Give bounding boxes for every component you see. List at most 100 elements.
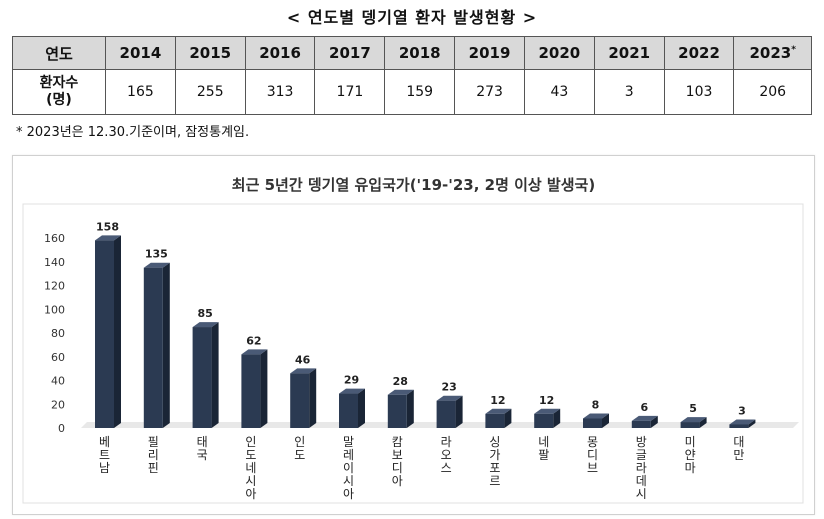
count-row: 환자수 (명) 165 255 313 171 159 273 43 3 103 … [12, 69, 812, 115]
y-tick-label: 40 [51, 375, 65, 388]
chart-title: 최근 5년간 뎅기열 유입국가('19-'23, 2명 이상 발생국) [231, 176, 596, 194]
year-cell: 2020 [523, 36, 595, 70]
x-category-char: 디 [587, 448, 598, 462]
y-tick-label: 140 [44, 256, 65, 269]
year-cell-text: 2023 [749, 44, 792, 62]
bar-side [211, 322, 219, 428]
year-cell: 2014 [105, 36, 176, 70]
x-category-char: 시 [636, 487, 647, 501]
bar-value-label: 62 [246, 334, 261, 347]
bar [534, 413, 554, 428]
count-cell: 103 [663, 69, 735, 115]
x-category-char: 태 [197, 435, 208, 449]
bar [631, 420, 651, 428]
x-category-char: 필 [148, 435, 159, 449]
year-cell: 2015 [174, 36, 246, 70]
bar-value-label: 158 [96, 220, 119, 233]
bar [95, 240, 114, 428]
bar [339, 393, 358, 428]
x-category-char: 인 [245, 435, 256, 449]
bar-top [241, 349, 268, 355]
bar-top [95, 235, 121, 241]
bar [680, 422, 700, 428]
bar-side [406, 389, 414, 428]
bar [583, 418, 602, 428]
count-row-label: 환자수 (명) [12, 69, 106, 115]
y-tick-label: 20 [51, 398, 65, 411]
x-category-char: 대 [733, 435, 744, 449]
year-cell: 2017 [314, 36, 386, 70]
year-row-label: 연도 [12, 36, 106, 70]
count-row-label-text: 환자수 (명) [39, 75, 79, 108]
count-cell: 159 [384, 69, 456, 115]
x-category-char: 얀 [685, 448, 696, 462]
year-cell: 2019 [454, 36, 525, 70]
x-category-char: 방 [636, 435, 647, 449]
bar-value-label: 5 [689, 402, 697, 415]
y-tick-label: 0 [58, 422, 65, 435]
y-tick-label: 100 [44, 303, 65, 316]
y-tick-label: 120 [44, 280, 65, 293]
y-tick-label: 60 [51, 351, 65, 364]
x-category-char: 리 [148, 448, 159, 462]
x-category-char: 팔 [538, 448, 549, 462]
x-category-char: 인 [294, 435, 305, 449]
x-category-char: 아 [245, 487, 256, 501]
x-category-char: 레 [343, 448, 354, 462]
x-category-char: 도 [245, 448, 256, 462]
x-category-char: 도 [294, 448, 305, 462]
x-category-char: 네 [538, 435, 549, 449]
y-tick-label: 160 [44, 232, 65, 245]
bar-top [729, 419, 756, 425]
count-cell: 273 [454, 69, 525, 115]
bar-side [602, 413, 609, 428]
x-category-char: 네 [245, 461, 256, 475]
bar-side [260, 349, 268, 428]
footnote: * 2023년은 12.30.기준이며, 잠정통계임. [16, 125, 250, 140]
page-title: < 연도별 뎅기열 환자 발생현황 > [286, 8, 538, 27]
x-category-char: 베 [99, 435, 110, 449]
x-category-char: 글 [636, 448, 647, 462]
bar-value-label: 23 [441, 381, 456, 394]
x-category-char: 라 [441, 435, 452, 449]
bar-value-label: 85 [197, 307, 212, 320]
bar-top [143, 262, 170, 268]
chart-frame: 최근 5년간 뎅기열 유입국가('19-'23, 2명 이상 발생국) 0 20 4… [12, 155, 815, 515]
count-cell: 43 [523, 69, 595, 115]
bar-top [680, 417, 707, 423]
bar-value-label: 3 [738, 404, 746, 417]
x-category-char: 남 [99, 461, 110, 475]
x-category-char: 스 [441, 461, 452, 475]
x-category-char: 마 [685, 461, 696, 475]
x-category-char: 보 [392, 448, 403, 462]
x-category-char: 미 [685, 435, 696, 449]
year-cell: 2018 [384, 36, 456, 70]
bar-value-label: 29 [344, 374, 359, 387]
x-category-char: 이 [343, 461, 354, 475]
year-row: 연도 2014 2015 2016 2017 2018 2019 2020 20… [12, 36, 812, 70]
bar-top [192, 322, 219, 328]
bar-value-label: 46 [295, 353, 311, 366]
bar-top [436, 395, 463, 401]
x-category-char: 아 [343, 487, 354, 501]
bar-top [485, 408, 512, 414]
x-category-char: 트 [99, 448, 110, 462]
bar-value-label: 12 [539, 394, 554, 407]
bar-side [748, 419, 756, 428]
provisional-mark: * [791, 45, 796, 55]
bar-top [534, 408, 561, 414]
bar-side [650, 415, 658, 428]
x-category-char: 말 [343, 435, 354, 449]
x-category-char: 캄 [392, 435, 403, 449]
yearly-cases-table: 연도 2014 2015 2016 2017 2018 2019 2020 20… [12, 36, 812, 115]
bar-value-label: 135 [145, 248, 168, 261]
